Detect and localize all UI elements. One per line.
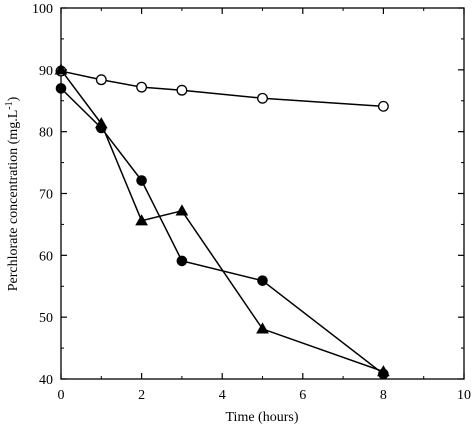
data-point [257, 275, 268, 286]
data-point [54, 63, 68, 75]
series-filled-triangle [54, 63, 390, 377]
data-point [136, 175, 147, 186]
data-point [175, 204, 189, 216]
x-tick-label: 4 [219, 388, 226, 403]
data-point [176, 84, 188, 96]
y-axis-label-superscript: -1 [4, 101, 15, 109]
x-tick-label: 6 [299, 388, 306, 403]
data-series [54, 63, 390, 380]
series-line [60, 70, 384, 108]
y-tick-label: 60 [39, 249, 53, 264]
data-point [257, 92, 268, 104]
axis-tick-labels: 0 2 4 6 8 10 40 50 60 70 80 90 100 [32, 2, 471, 403]
data-point [377, 100, 389, 112]
y-tick-label: 70 [39, 188, 53, 203]
y-tick-label: 50 [39, 311, 53, 326]
x-tick-label: 0 [58, 388, 65, 403]
y-tick-label: 80 [39, 126, 53, 141]
data-point [94, 117, 108, 129]
data-point [136, 81, 148, 93]
data-point [377, 365, 390, 377]
series-line [60, 87, 384, 375]
data-point [176, 255, 188, 267]
data-point [256, 322, 269, 334]
y-axis-label-close: ) [6, 96, 21, 101]
data-point [135, 214, 148, 226]
series-open-circle [55, 65, 389, 112]
x-axis-label: Time (hours) [226, 410, 299, 425]
y-tick-label: 40 [39, 373, 53, 388]
y-tick-label: 90 [39, 64, 53, 79]
data-point [55, 83, 67, 94]
series-line [60, 69, 384, 373]
y-tick-label: 100 [32, 2, 53, 17]
data-point [95, 74, 107, 86]
x-tick-label: 8 [380, 388, 387, 403]
y-axis-label-main: Perchlorate concentration (mg.L [6, 110, 21, 292]
x-tick-label: 2 [138, 388, 145, 403]
x-tick-label: 10 [457, 388, 471, 403]
y-axis-label: Perchlorate concentration (mg.L-1) [4, 96, 21, 291]
axis-ticks [60, 7, 465, 380]
